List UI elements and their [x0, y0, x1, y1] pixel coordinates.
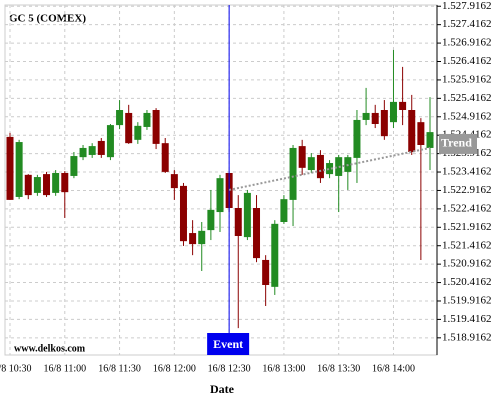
y-tick-label: 1.527.9162 [442, 0, 492, 12]
y-tick-label: 1.521.4162 [442, 239, 492, 251]
y-tick-label: 1.522.9162 [442, 184, 492, 196]
y-tick-label: 1.520.9162 [442, 258, 492, 270]
candle-body [326, 163, 334, 175]
y-tick-label: 1.518.9162 [442, 331, 492, 343]
candle-body [161, 143, 169, 172]
x-tick-label: 16/8 11:00 [43, 363, 86, 374]
candle-body [353, 119, 361, 158]
y-tick-label: 1.519.4162 [442, 313, 492, 325]
candle-body [307, 157, 315, 171]
candle-body [289, 147, 297, 200]
x-tick-label: 16/8 10:30 [0, 363, 32, 374]
candle-body [33, 177, 41, 193]
y-tick-label: 1.521.9162 [442, 221, 492, 233]
candle-body [198, 230, 206, 245]
candle-body [426, 132, 434, 148]
x-tick-label: 16/8 12:30 [208, 363, 251, 374]
candle-body [79, 147, 87, 158]
y-tick-label: 1.525.9162 [442, 73, 492, 85]
x-tick-label: 16/8 12:00 [153, 363, 196, 374]
candle-body [399, 101, 407, 110]
candle-body [125, 112, 133, 144]
x-tick-label: 16/8 13:00 [262, 363, 305, 374]
candle-body [43, 174, 51, 196]
candle-body [15, 142, 23, 197]
x-axis-title: Date [210, 382, 235, 396]
candle-body [234, 208, 242, 236]
x-tick-label: 16/8 14:00 [372, 363, 415, 374]
trend-box [439, 133, 477, 154]
candle-body [189, 233, 197, 245]
chart-title: GC 5 (COMEX) [9, 13, 86, 25]
watermark: www.delkos.com [14, 343, 86, 354]
y-tick-label: 1.520.4162 [442, 276, 492, 288]
candle-body [380, 110, 388, 137]
y-tick-label: 1.526.9162 [442, 37, 492, 49]
event-box [207, 333, 250, 355]
candle-body [106, 125, 114, 158]
candle-body [271, 223, 279, 287]
candle-body [280, 199, 288, 222]
candle-body [61, 173, 69, 193]
event-label: Event [213, 337, 243, 351]
candle-body [207, 209, 215, 231]
candle-body [170, 174, 178, 189]
candle-body [316, 154, 324, 179]
candle-body [70, 156, 78, 176]
candle-body [97, 140, 105, 155]
x-tick-label: 16/8 11:30 [98, 363, 141, 374]
candle-body [408, 110, 416, 152]
x-tick-label: 16/8 13:30 [317, 363, 360, 374]
candle-body [24, 174, 32, 196]
candle-body [52, 173, 60, 193]
candle-body [116, 110, 124, 126]
y-tick-label: 1.527.4162 [442, 18, 492, 30]
candle-body [152, 110, 160, 144]
candle-body [262, 259, 270, 285]
candle-body [371, 112, 379, 124]
candle-body [134, 125, 142, 140]
y-tick-label: 1.519.9162 [442, 295, 492, 307]
candle-body [243, 192, 251, 238]
candle-body [389, 101, 397, 123]
candle-body [216, 178, 224, 213]
candle-body [298, 146, 306, 168]
candle-body [179, 185, 187, 242]
candle-body [88, 146, 96, 155]
trend-label: Trend [441, 136, 472, 150]
y-tick-label: 1.524.9162 [442, 110, 492, 122]
candle-body [417, 122, 425, 145]
y-tick-label: 1.526.4162 [442, 55, 492, 67]
candle-body [253, 208, 261, 259]
y-tick-label: 1.523.4162 [442, 166, 492, 178]
y-tick-label: 1.522.4162 [442, 202, 492, 214]
candle-body [143, 112, 151, 127]
candle-body [362, 112, 370, 120]
y-tick-label: 1.525.4162 [442, 92, 492, 104]
candle-body [6, 136, 14, 200]
